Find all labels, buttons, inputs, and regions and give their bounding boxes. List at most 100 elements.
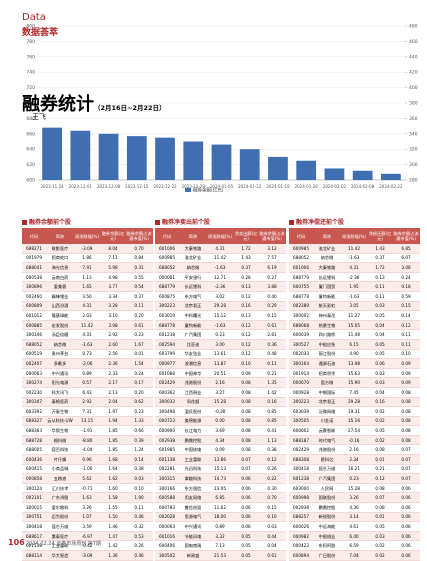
cell: 603392 (26, 408, 42, 414)
cell: 600362 (159, 389, 175, 395)
cell: 000538 (26, 274, 42, 280)
cell: 东方国信 (184, 485, 202, 491)
table-row: 002429 兆驰股份 2.16 0.08 0.07 (289, 445, 420, 456)
cell: 3.14 (349, 514, 359, 520)
table-row: 300164 通源石油 13.98 0.06 0.09 (289, 359, 420, 369)
cell: 0.61 (134, 322, 144, 328)
table-row: 000063 中兴通讯 0.89 0.06 0.03 (155, 522, 286, 532)
cell: 0.04 (375, 322, 385, 328)
cell: 600436 (26, 456, 42, 462)
y-tick-label: 740 (26, 70, 35, 76)
cell: 国电南瑞 (184, 543, 202, 549)
header-cell: 融券余额(亿元) (101, 231, 125, 241)
header-cell: 简称 (322, 233, 332, 239)
y2-tick-label: 360 (409, 116, 418, 122)
cell: 人民网 (320, 485, 334, 491)
cell: 华熙生物 (51, 428, 69, 434)
cell: 隆基绿能 (51, 312, 69, 318)
y2-tick-label: 340 (409, 131, 418, 137)
cell: -6.97 (81, 533, 93, 539)
cell: 广东鸿图 (51, 495, 69, 501)
cell: 11.42 (214, 255, 226, 261)
cell: 昆仑万维 (318, 466, 336, 472)
cell: 0.08 (375, 504, 385, 510)
bar (126, 136, 147, 180)
cell: 0.05 (241, 552, 251, 558)
table-header: 代码 简称 周涨跌幅(%) 融券余额(亿元) 融券余额占流通市值(%) (22, 228, 153, 244)
cell: 0.07 (401, 447, 411, 453)
cell: 000928 (293, 389, 309, 395)
cell: -0.16 (348, 437, 360, 443)
cell: 002407 (26, 360, 42, 366)
cell: 600985 (159, 255, 175, 261)
cell: -2.36 (214, 284, 226, 290)
cell: 3.59 (82, 524, 92, 530)
cell: 0.08 (241, 399, 251, 405)
cell: 0.06 (241, 495, 251, 501)
cell: 工业富联 (184, 456, 202, 462)
cell: 0.12 (241, 293, 251, 299)
y-tick-label: 640 (26, 147, 35, 153)
cell: 3.08 (108, 322, 118, 328)
cell: 盈方微 (320, 380, 334, 386)
cell: 1.90 (134, 495, 144, 501)
y2-tick-label: 480 (409, 24, 418, 30)
table-row: 688052 纳芯微 -1.63 0.37 6.07 (289, 254, 420, 264)
cell: -1.63 (214, 264, 226, 270)
cell: 1.64 (108, 466, 118, 472)
table-row: 300315 掌趣科技 14.73 0.06 0.22 (155, 474, 286, 484)
cell: 0.66 (134, 428, 144, 434)
cell: 000063 (26, 370, 42, 376)
cell: 0.36 (267, 341, 277, 347)
cell: 0.70 (267, 495, 277, 501)
cell: 0.53 (134, 533, 144, 539)
table-row: 002429 兆驰股份 2.16 0.08 1.35 (155, 378, 286, 388)
cell: 0.08 (401, 418, 411, 424)
cell: 云南白药 (51, 274, 69, 280)
cell: 中远海能 (318, 524, 336, 530)
cell: 15.63 (348, 370, 360, 376)
cell: 1.55 (108, 504, 118, 510)
y-tick-label: 760 (26, 54, 35, 60)
cell: 3.32 (215, 533, 225, 539)
cell: 13.87 (214, 360, 226, 366)
cell: 600985 (293, 245, 309, 251)
table-row: 002028 思源电气 18.00 0.06 0.10 (155, 512, 286, 523)
cell: 泰格医药 (51, 399, 69, 405)
cell: 2.04 (108, 399, 118, 405)
table-row: 000538 云南白药 1.13 4.98 0.55 (22, 273, 153, 283)
table-row: 000670 盈方微 15.90 0.03 0.09 (289, 378, 420, 388)
cell: 0.12 (375, 476, 385, 482)
cell: 惠泰医疗 (51, 533, 69, 539)
bar (239, 149, 260, 180)
cell: 0.57 (82, 380, 92, 386)
cell: 0.15 (267, 312, 277, 318)
cell: 0.17 (134, 380, 144, 386)
cell: 0.89 (215, 524, 225, 530)
table-row: 688363 华熙生物 -1.91 1.85 0.66 (22, 426, 153, 436)
x-tick-label: 2023-12-22 (153, 184, 177, 189)
cell: 6.85 (401, 245, 411, 251)
cell: 0.24 (401, 274, 411, 280)
cell: -8.80 (81, 437, 93, 443)
cell: 300164 (293, 360, 309, 366)
cell: 鹏鼎控股 (184, 437, 202, 443)
cell: 688271 (26, 245, 42, 251)
cell: 19.31 (348, 408, 360, 414)
cell: 纳芯微 (320, 255, 334, 261)
cell: 2.60 (108, 341, 118, 347)
cell: 0.06 (401, 495, 411, 501)
cell: 1.72 (375, 264, 385, 270)
cell: 通源石油 (318, 360, 336, 366)
cell: 688041 (26, 264, 42, 270)
cell: 中兴通讯 (184, 524, 202, 530)
y-tick-label: 780 (26, 39, 35, 45)
cell: 0.01 (375, 514, 385, 520)
cell: 6.15 (349, 341, 359, 347)
cell: 小商品城 (51, 466, 69, 472)
cell: 新锐股份 (318, 514, 336, 520)
table-body: 688271 联影医疗 -3.09 8.04 0.70 001979 招商蛇口 1.86 7.1… (22, 244, 153, 561)
table: 融券净卖出前个股 代码 简称 周涨跌幅(%) 净卖出额(亿元) 融券余额占流通市值(%) 6… (155, 218, 286, 561)
cell: 热景生物 (318, 322, 336, 328)
cell: 0.23 (215, 332, 225, 338)
